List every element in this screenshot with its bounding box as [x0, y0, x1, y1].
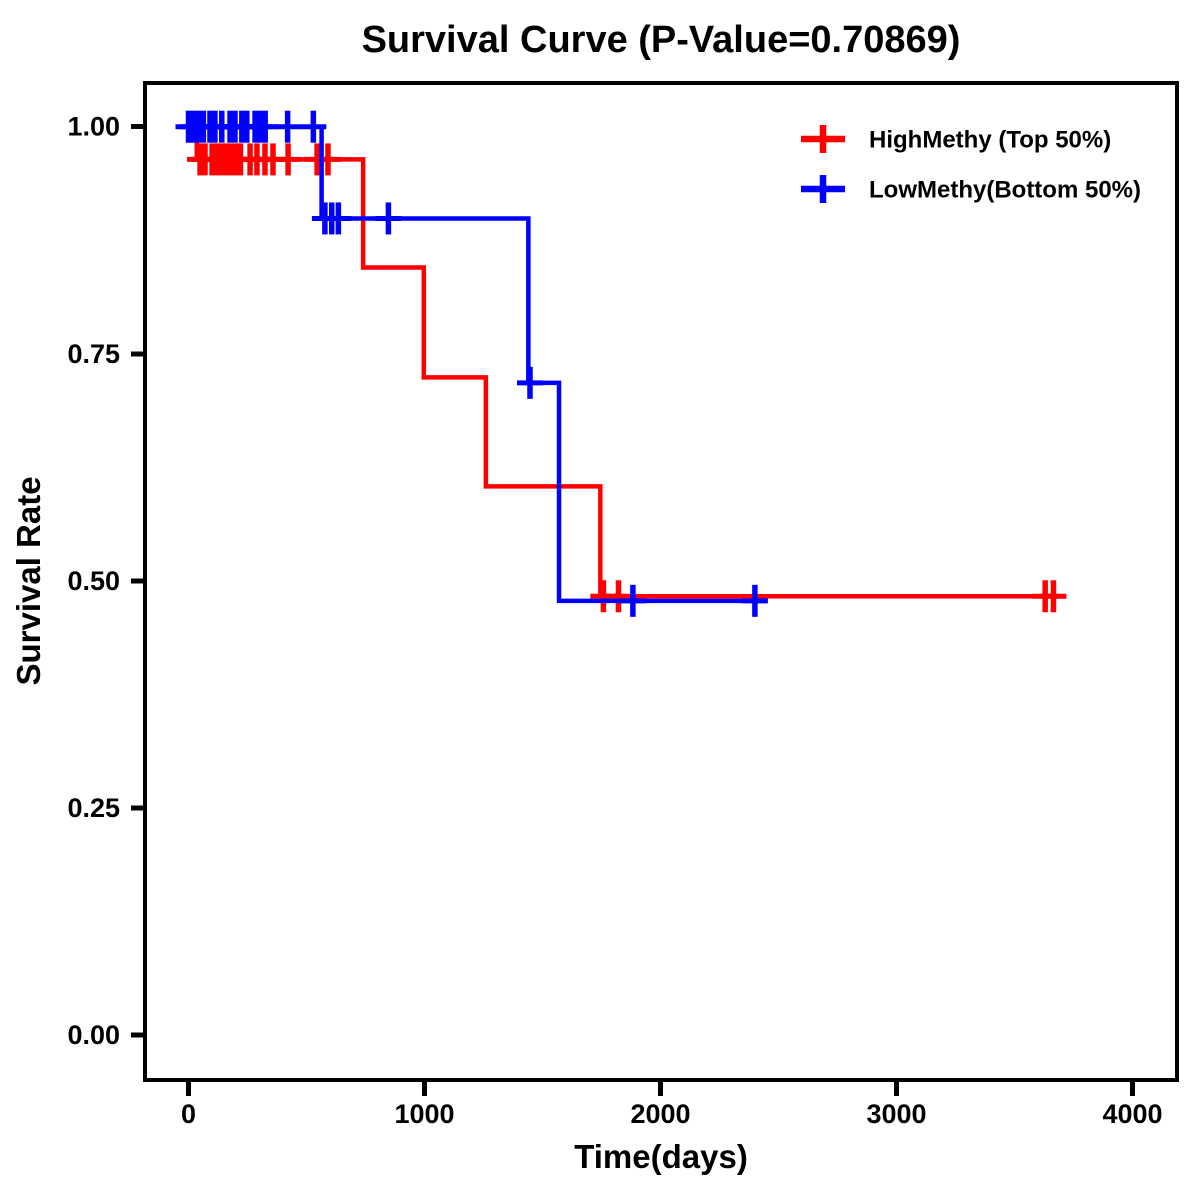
survival-curve-lowmethy [188, 124, 765, 604]
legend-item-lowmethy: LowMethy(Bottom 50%) [801, 175, 1141, 204]
chart-title: Survival Curve (P-Value=0.70869) [362, 19, 961, 61]
legend-label-lowmethy: LowMethy(Bottom 50%) [869, 177, 1141, 204]
censor-marks-lowmethy [175, 110, 768, 617]
y-tick-label: 0.00 [67, 1020, 120, 1050]
x-axis-label: Time(days) [574, 1138, 748, 1175]
y-tick-label: 0.50 [67, 566, 120, 596]
legend: HighMethy (Top 50%) LowMethy(Bottom 50%) [801, 125, 1141, 204]
legend-item-highmethy: HighMethy (Top 50%) [801, 125, 1111, 154]
x-tick-label: 2000 [630, 1099, 690, 1129]
y-tick-label: 0.25 [67, 793, 120, 823]
survival-curve-highmethy [188, 124, 1066, 599]
series-layer [175, 110, 1067, 617]
x-tick-label: 1000 [394, 1099, 454, 1129]
x-axis: 0 1000 2000 3000 4000 [181, 1080, 1163, 1129]
x-tick-label: 3000 [866, 1099, 926, 1129]
y-tick-label: 1.00 [67, 112, 120, 142]
y-axis: 0.00 0.25 0.50 0.75 1.00 [67, 112, 145, 1050]
censor-marks-highmethy [187, 143, 1067, 613]
y-tick-label: 0.75 [67, 339, 120, 369]
x-tick-label: 0 [181, 1099, 196, 1129]
y-axis-label: Survival Rate [10, 476, 47, 685]
x-tick-label: 4000 [1102, 1099, 1162, 1129]
legend-label-highmethy: HighMethy (Top 50%) [869, 127, 1111, 154]
